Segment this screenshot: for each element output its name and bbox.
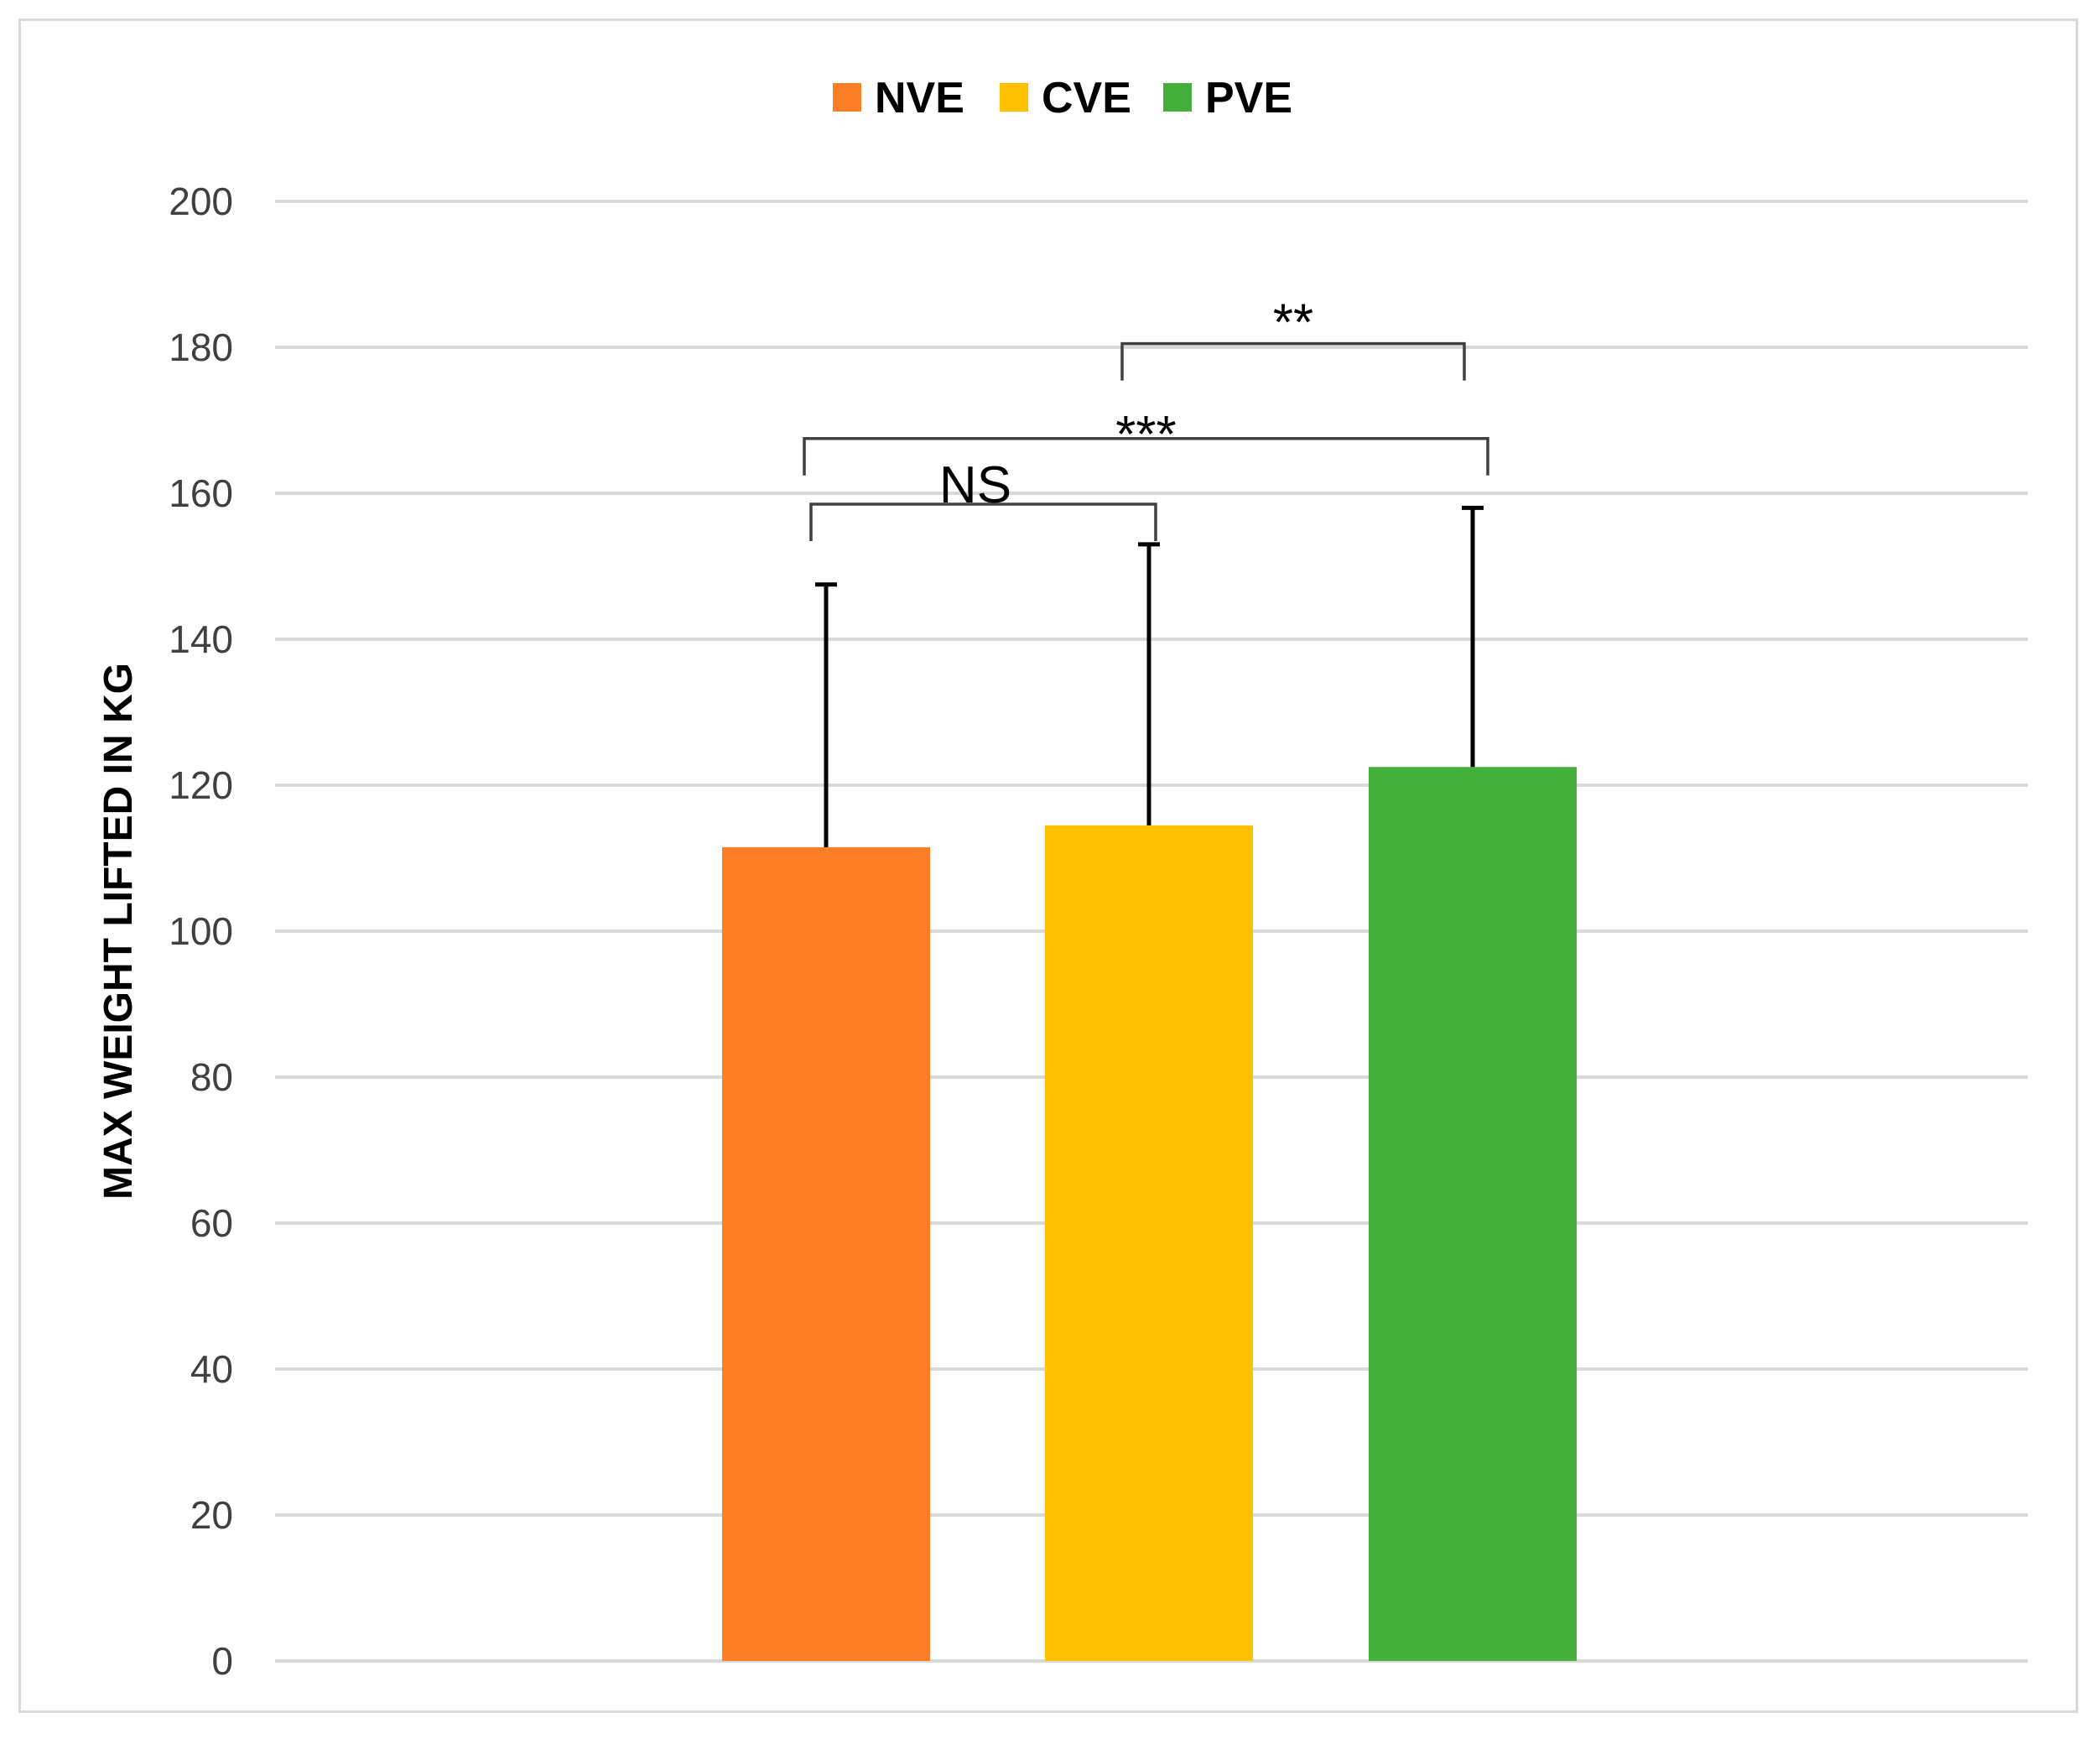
error-bar-cve [1138,542,1160,825]
bars [722,767,1577,1661]
y-tick-label: 80 [190,1055,233,1099]
y-tick-label: 100 [169,909,233,953]
legend-swatch-pve [1163,83,1192,112]
error-bar-pve [1462,505,1484,768]
significance-label: *** [1115,406,1176,464]
y-tick-label: 120 [169,763,233,807]
y-axis-ticks: 0 20 40 60 80 100 120 140 160 180 200 [169,180,233,1683]
y-tick-label: 40 [190,1347,233,1391]
significance-bracket [1120,341,1466,381]
gridlines [275,200,2028,1663]
significance-bracket [803,437,1489,476]
legend-label-nve: NVE [875,74,964,122]
y-tick-label: 180 [169,325,233,369]
y-tick-label: 60 [190,1201,233,1245]
error-bar-nve [815,582,837,847]
bar-cve [1045,825,1253,1661]
legend: NVE CVE PVE [833,74,1292,122]
significance-label: NS [939,456,1011,514]
legend-label-cve: CVE [1042,74,1131,122]
bar-nve [722,846,930,1661]
legend-label-pve: PVE [1205,74,1292,122]
legend-swatch-nve [833,83,861,112]
bar-pve [1369,767,1577,1661]
y-axis-label: MAX WEIGHT LIFTED IN KG [96,663,141,1200]
y-tick-label: 0 [211,1639,233,1683]
significance-label: ** [1273,294,1313,352]
y-tick-label: 20 [190,1493,233,1537]
significance-annotations: NS***** [803,294,1489,542]
significance-bracket [809,502,1157,542]
y-tick-label: 200 [169,180,233,223]
error-bars [815,505,1484,847]
y-tick-label: 140 [169,617,233,661]
y-tick-label: 160 [169,471,233,515]
legend-swatch-cve [1000,83,1028,112]
